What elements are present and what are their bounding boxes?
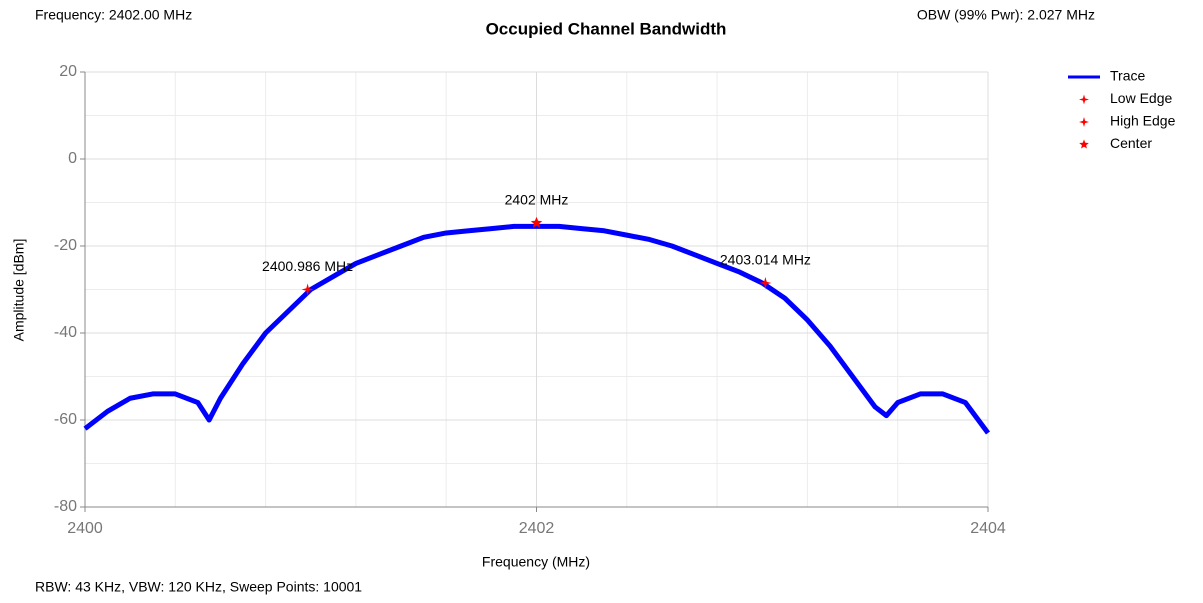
- y-tick-label: -60: [54, 411, 77, 428]
- legend-swatch: [1079, 94, 1089, 105]
- sweep-info: RBW: 43 KHz, VBW: 120 KHz, Sweep Points:…: [35, 579, 362, 595]
- frequency-info: Frequency: 2402.00 MHz: [35, 7, 192, 23]
- legend-label: Center: [1110, 135, 1152, 151]
- x-tick-label: 2400: [67, 520, 103, 537]
- marker: [530, 216, 543, 228]
- marker-label: 2400.986 MHz: [262, 258, 353, 274]
- legend-label: Low Edge: [1110, 90, 1172, 106]
- legend-label: High Edge: [1110, 113, 1176, 129]
- y-tick-label: -80: [54, 498, 77, 515]
- y-tick-label: -20: [54, 237, 77, 254]
- y-tick-label: -40: [54, 324, 77, 341]
- obw-info: OBW (99% Pwr): 2.027 MHz: [917, 7, 1095, 23]
- trace-line: [83, 223, 991, 435]
- legend-swatch: [1079, 117, 1089, 127]
- marker-label: 2402 MHz: [505, 192, 569, 208]
- marker: [301, 283, 314, 296]
- chart-title: Occupied Channel Bandwidth: [486, 19, 727, 38]
- legend-swatch: [1079, 139, 1089, 149]
- x-tick-label: 2402: [519, 520, 555, 537]
- marker-label: 2403.014 MHz: [720, 252, 811, 268]
- x-tick-label: 2404: [970, 520, 1006, 537]
- y-tick-label: 20: [59, 63, 77, 80]
- legend-label: Trace: [1110, 68, 1145, 84]
- x-axis-label: Frequency (MHz): [482, 554, 590, 570]
- marker: [759, 277, 772, 289]
- y-tick-label: 0: [68, 150, 77, 167]
- y-axis-label: Amplitude [dBm]: [11, 239, 27, 342]
